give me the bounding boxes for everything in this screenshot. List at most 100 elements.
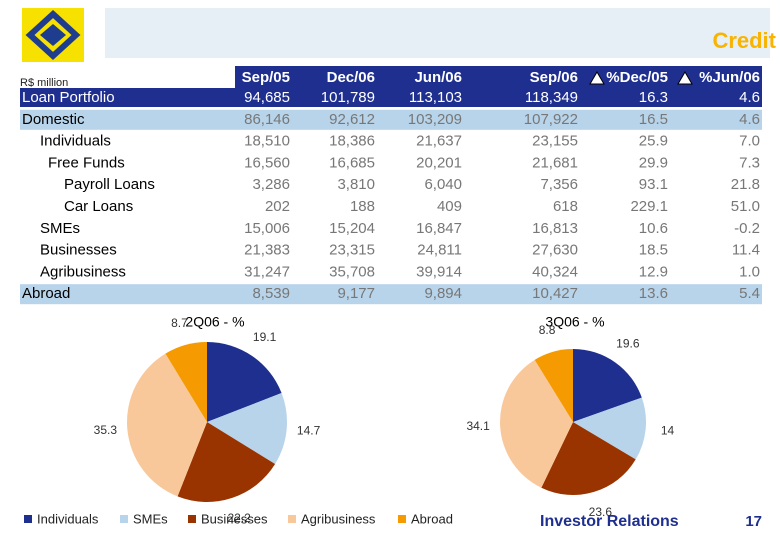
- column-header: Jun/06: [414, 69, 462, 86]
- pie-slice: [207, 342, 282, 422]
- cell: 27,630: [532, 242, 578, 259]
- cell: 92,612: [329, 111, 375, 128]
- slice-label: 34.1: [466, 419, 490, 433]
- cell: 16,847: [416, 220, 462, 237]
- slice-label: 19.1: [253, 330, 277, 344]
- cell: 16,685: [329, 154, 375, 171]
- row-label: Domestic: [22, 111, 85, 128]
- row-label: Individuals: [40, 133, 111, 150]
- column-header: %Dec/05: [606, 69, 668, 86]
- delta-icon: [589, 71, 605, 85]
- cell: 93.1: [639, 176, 668, 193]
- cell: 101,789: [321, 89, 375, 106]
- legend-label: Businesses: [201, 511, 268, 526]
- cell: 15,204: [329, 220, 375, 237]
- row-label: Abroad: [22, 285, 70, 302]
- slice-label: 14: [661, 424, 675, 438]
- pie-slice: [573, 349, 642, 422]
- slide-title: Credit: [712, 28, 776, 53]
- cell: 3,810: [337, 176, 375, 193]
- page-number: 17: [745, 513, 762, 530]
- slice-label: 35.3: [94, 423, 118, 437]
- column-header: Sep/06: [530, 69, 578, 86]
- pie-slice: [573, 397, 646, 460]
- cell: 7,356: [540, 176, 578, 193]
- cell: 618: [553, 198, 578, 215]
- row-label: Agribusiness: [40, 263, 126, 280]
- row-band: [20, 109, 762, 130]
- cell: 229.1: [630, 198, 668, 215]
- legend-label: Individuals: [37, 511, 99, 526]
- legend-label: Agribusiness: [301, 511, 376, 526]
- column-header: %Jun/06: [699, 69, 760, 86]
- cell: 51.0: [731, 198, 760, 215]
- cell: 29.9: [639, 154, 668, 171]
- pie-slice: [207, 393, 287, 465]
- slice-label: 19.6: [616, 337, 640, 351]
- cell: 8,539: [252, 285, 290, 302]
- unit: R$ million: [20, 77, 68, 89]
- logo: [22, 8, 84, 62]
- cell: 7.0: [739, 133, 760, 150]
- slice-label: 23.6: [589, 505, 613, 519]
- cell: 16,560: [244, 154, 290, 171]
- cell: -0.2: [734, 220, 760, 237]
- cell: 21.8: [731, 176, 760, 193]
- footer-text: Investor Relations: [540, 513, 679, 530]
- cell: 21,681: [532, 154, 578, 171]
- row-label: Free Funds: [48, 154, 125, 171]
- cell: 18,386: [329, 133, 375, 150]
- slice-label: 14.7: [297, 423, 321, 437]
- header-row: [235, 66, 762, 88]
- cell: 4.6: [739, 89, 760, 106]
- cell: 188: [350, 198, 375, 215]
- column-header: Dec/06: [327, 69, 375, 86]
- cell: 16,813: [532, 220, 578, 237]
- cell: 94,685: [244, 89, 290, 106]
- cell: 7.3: [739, 154, 760, 171]
- row-band: [20, 88, 762, 107]
- cell: 4.6: [739, 111, 760, 128]
- cell: 5.4: [739, 285, 760, 302]
- cell: 31,247: [244, 263, 290, 280]
- row-label: Businesses: [40, 242, 117, 259]
- cell: 18.5: [639, 242, 668, 259]
- cell: 9,177: [337, 285, 375, 302]
- cell: 21,383: [244, 242, 290, 259]
- cell: 13.6: [639, 285, 668, 302]
- cell: 1.0: [739, 263, 760, 280]
- pie-slice: [177, 422, 276, 502]
- legend-swatch: [188, 515, 196, 523]
- cell: 15,006: [244, 220, 290, 237]
- cell: 202: [265, 198, 290, 215]
- cell: 103,209: [408, 111, 462, 128]
- cell: 118,349: [525, 89, 578, 106]
- cell: 25.9: [639, 133, 668, 150]
- cell: 10.6: [639, 220, 668, 237]
- cell: 24,811: [417, 242, 462, 259]
- pie-slice: [165, 342, 207, 422]
- cell: 6,040: [424, 176, 462, 193]
- cell: 23,155: [532, 133, 578, 150]
- cell: 3,286: [252, 176, 290, 193]
- cell: 16.5: [639, 111, 668, 128]
- pie-slice: [541, 422, 636, 496]
- cell: 12.9: [639, 263, 668, 280]
- legend-swatch: [398, 515, 406, 523]
- row-label: Payroll Loans: [64, 176, 155, 193]
- legend-swatch: [288, 515, 296, 523]
- column-header: Sep/05: [242, 69, 290, 86]
- cell: 16.3: [639, 89, 668, 106]
- cell: 39,914: [416, 263, 462, 280]
- row-band: [20, 284, 762, 305]
- slice-label: 22.2: [227, 511, 251, 525]
- legend-label: SMEs: [133, 511, 168, 526]
- cell: 10,427: [532, 285, 578, 302]
- cell: 409: [437, 198, 462, 215]
- cell: 9,894: [424, 285, 462, 302]
- cell: 113,103: [409, 89, 462, 106]
- legend-label: Abroad: [411, 511, 453, 526]
- cell: 35,708: [329, 263, 375, 280]
- pie-title: 3Q06 - %: [545, 314, 604, 330]
